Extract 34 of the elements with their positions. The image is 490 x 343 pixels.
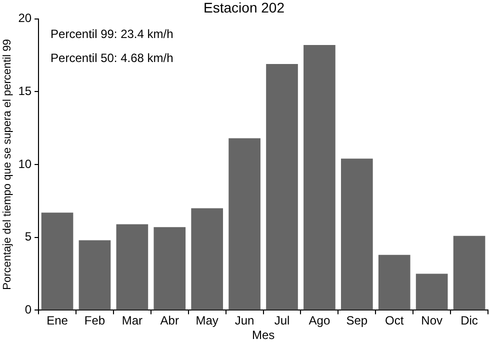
x-axis-title: Mes [252,328,275,342]
bar [116,224,148,310]
annotation: Percentil 50: 4.68 km/h [50,51,174,66]
bar [304,45,336,310]
x-tick-label: Nov [421,314,442,328]
x-tick-label: Dic [460,314,478,328]
bar [191,208,224,310]
x-tick-label: Abr [160,314,179,328]
x-tick-label: Ago [308,314,330,328]
bar [266,64,298,310]
x-tick-label: Sep [346,314,368,328]
chart-title: Estacion 202 [204,0,285,16]
y-tick-label: 0 [24,302,32,317]
x-tick-label: May [196,314,218,328]
bar [228,138,260,310]
x-tick-label: Feb [84,314,106,328]
annotation: Percentil 99: 23.4 km/h [50,27,174,42]
x-tick-label: Mar [122,314,143,328]
y-tick-label: 5 [24,230,32,244]
bar [78,240,111,310]
y-tick-label: 10 [18,156,32,171]
bar [416,274,448,310]
y-axis-title: Porcentaje del tiempo que se supera el percentil 99 [2,39,14,290]
bar [378,254,410,310]
y-tick-label: 20 [18,11,32,26]
x-tick-label: Jun [234,314,254,328]
x-tick-label: Ene [46,314,68,328]
bar [453,236,486,310]
y-tick-label: 15 [18,84,32,98]
x-tick-label: Jul [274,314,290,328]
x-tick-label: Oct [385,314,404,328]
bar [41,212,74,310]
bar [340,158,373,310]
bar [154,227,186,310]
